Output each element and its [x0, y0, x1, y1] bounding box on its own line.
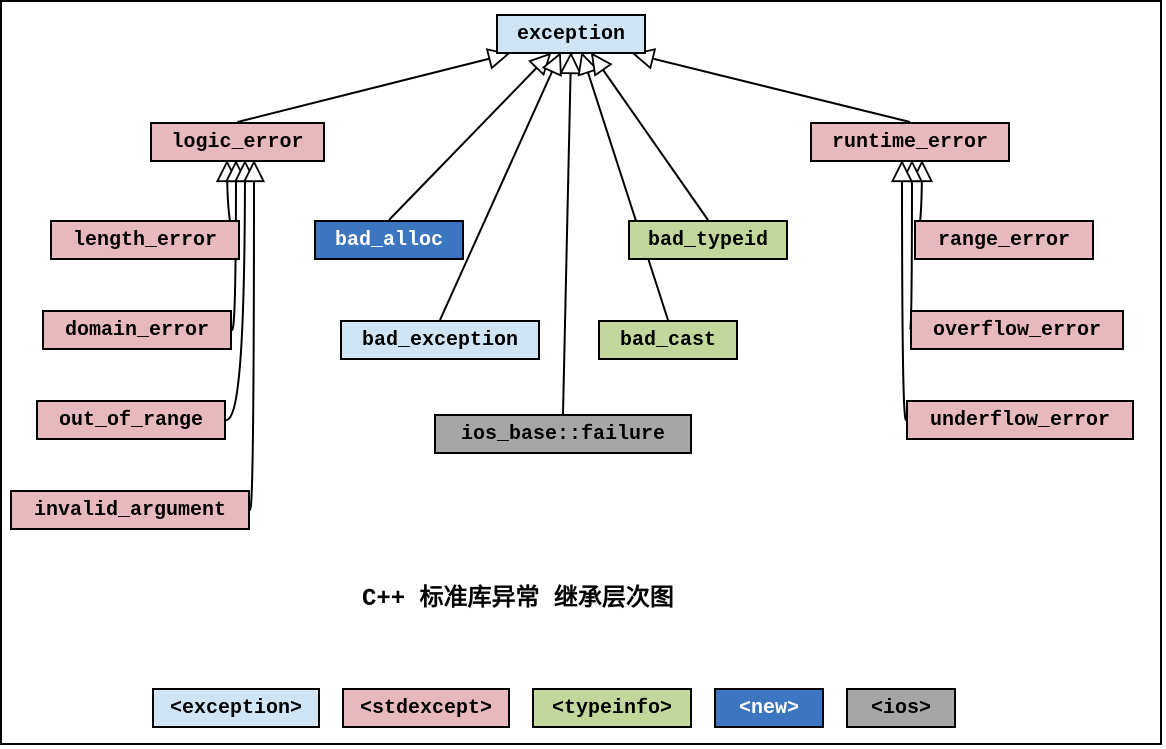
node-out_of_range: out_of_range	[36, 400, 226, 440]
node-invalid_argument: invalid_argument	[10, 490, 250, 530]
node-label: runtime_error	[832, 131, 988, 154]
node-exception: exception	[496, 14, 646, 54]
diagram-caption: C++ 标准库异常 继承层次图	[362, 577, 674, 613]
legend-item-1: <stdexcept>	[342, 688, 510, 728]
legend-item-label: <stdexcept>	[360, 697, 492, 720]
edge-bad_alloc-to-exception	[389, 54, 550, 220]
legend-item-label: <ios>	[871, 697, 931, 720]
node-logic_error: logic_error	[150, 122, 325, 162]
edges-layer	[2, 2, 1160, 743]
node-label: bad_exception	[362, 329, 518, 352]
node-bad_typeid: bad_typeid	[628, 220, 788, 260]
legend-item-3: <new>	[714, 688, 824, 728]
node-label: invalid_argument	[34, 499, 226, 522]
node-label: range_error	[938, 229, 1070, 252]
edge-logic_error-to-exception	[238, 54, 509, 122]
edge-bad_exception-to-exception	[440, 54, 560, 320]
legend-item-2: <typeinfo>	[532, 688, 692, 728]
edge-underflow_error-to-runtime_error	[902, 162, 906, 420]
edge-invalid_argument-to-logic_error	[250, 162, 254, 510]
node-length_error: length_error	[50, 220, 240, 260]
node-label: out_of_range	[59, 409, 203, 432]
legend-item-label: <typeinfo>	[552, 697, 672, 720]
node-ios_base_failure: ios_base::failure	[434, 414, 692, 454]
diagram-frame: C++ 标准库异常 继承层次图 exception logic_error runt…	[0, 0, 1162, 745]
edge-bad_typeid-to-exception	[592, 54, 708, 220]
edge-bad_cast-to-exception	[582, 54, 668, 320]
node-bad_exception: bad_exception	[340, 320, 540, 360]
node-domain_error: domain_error	[42, 310, 232, 350]
node-overflow_error: overflow_error	[910, 310, 1124, 350]
edge-out_of_range-to-logic_error	[226, 162, 245, 420]
node-range_error: range_error	[914, 220, 1094, 260]
node-label: domain_error	[65, 319, 209, 342]
node-runtime_error: runtime_error	[810, 122, 1010, 162]
node-label: bad_alloc	[335, 229, 443, 252]
node-underflow_error: underflow_error	[906, 400, 1134, 440]
legend-item-label: <new>	[739, 697, 799, 720]
edge-overflow_error-to-runtime_error	[910, 162, 912, 330]
node-label: ios_base::failure	[461, 423, 665, 446]
node-label: bad_cast	[620, 329, 716, 352]
node-label: bad_typeid	[648, 229, 768, 252]
node-label: underflow_error	[930, 409, 1110, 432]
node-label: exception	[517, 23, 625, 46]
edge-ios_base_failure-to-exception	[563, 54, 571, 414]
node-bad_cast: bad_cast	[598, 320, 738, 360]
node-label: length_error	[73, 229, 217, 252]
node-label: overflow_error	[933, 319, 1101, 342]
edge-runtime_error-to-exception	[634, 54, 910, 122]
node-bad_alloc: bad_alloc	[314, 220, 464, 260]
legend-item-4: <ios>	[846, 688, 956, 728]
legend-item-0: <exception>	[152, 688, 320, 728]
node-label: logic_error	[171, 131, 303, 154]
legend-item-label: <exception>	[170, 697, 302, 720]
